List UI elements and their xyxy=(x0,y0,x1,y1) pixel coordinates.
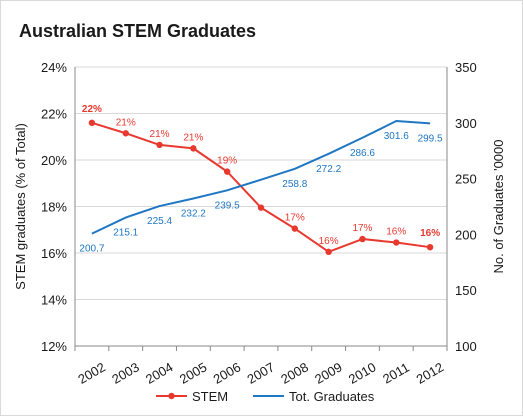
stem-data-point xyxy=(88,119,96,127)
x-tick-label: 2008 xyxy=(278,359,311,386)
y-left-tick-label: 22% xyxy=(41,107,67,122)
stem-data-point xyxy=(325,248,332,256)
total-data-label: 200.7 xyxy=(79,244,104,255)
legend-stem-label: STEM xyxy=(192,389,228,404)
x-tick-label: 2007 xyxy=(244,359,277,386)
x-tick-label: 2010 xyxy=(346,359,379,386)
stem-data-point xyxy=(359,235,366,243)
x-tick-label: 2009 xyxy=(312,359,345,386)
y-right-tick-label: 200 xyxy=(455,227,477,242)
legend-total-label: Tot. Graduates xyxy=(289,389,375,404)
y-right-tick-label: 100 xyxy=(455,339,477,354)
stem-data-label: 19% xyxy=(217,156,237,167)
total-data-label: 301.6 xyxy=(384,131,409,142)
stem-data-point xyxy=(122,130,129,137)
stem-data-point xyxy=(156,141,163,149)
x-tick-label: 2005 xyxy=(177,359,210,386)
stem-data-point xyxy=(393,239,400,246)
total-series-line xyxy=(91,120,431,235)
y-right-tick-label: 350 xyxy=(455,60,477,75)
total-data-label: 286.6 xyxy=(350,148,375,159)
y-left-axis-label: STEM graduates (% of Total) xyxy=(13,123,28,290)
stem-data-point xyxy=(291,225,299,232)
y-right-tick-label: 150 xyxy=(455,283,477,298)
y-left-tick-label: 24% xyxy=(41,60,67,75)
stem-data-label: 16% xyxy=(319,236,339,247)
stem-data-point xyxy=(257,204,265,211)
stem-data-label: 16% xyxy=(386,227,406,238)
total-data-label: 215.1 xyxy=(113,228,138,239)
stem-data-label: 17% xyxy=(352,223,372,234)
x-tick-label: 2002 xyxy=(75,359,108,386)
stem-data-label: 22% xyxy=(82,104,102,115)
total-data-label: 225.4 xyxy=(147,216,172,227)
y-left-tick-label: 12% xyxy=(41,339,67,354)
total-data-label: 239.5 xyxy=(215,200,240,211)
total-data-label: 299.5 xyxy=(418,133,443,144)
y-left-tick-label: 14% xyxy=(41,293,67,308)
stem-data-label: 17% xyxy=(285,213,305,224)
stem-data-point xyxy=(223,168,231,175)
total-data-label: 258.8 xyxy=(282,179,307,190)
x-tick-label: 2006 xyxy=(211,359,244,386)
stem-series-line xyxy=(91,121,431,253)
stem-data-label: 21% xyxy=(116,117,136,128)
legend-stem-marker xyxy=(168,392,175,400)
total-data-label: 272.2 xyxy=(316,164,341,175)
y-left-tick-label: 16% xyxy=(41,246,67,261)
y-right-tick-label: 300 xyxy=(455,116,477,131)
stem-data-label: 16% xyxy=(420,228,440,239)
stem-data-label: 21% xyxy=(183,132,203,143)
stem-data-point xyxy=(426,243,434,251)
chart-title: Australian STEM Graduates xyxy=(19,21,257,41)
data-labels: 22% 21% 21% 21% 19% 17% 16% 17% 16% 16% 200.7 215.1… xyxy=(79,104,443,255)
x-tick-label: 2003 xyxy=(109,359,142,386)
total-data-label: 232.2 xyxy=(181,208,206,219)
x-tick-label: 2011 xyxy=(380,360,412,387)
y-right-axis-label: No. of Graduates '0000 xyxy=(491,139,506,273)
y-left-tick-label: 18% xyxy=(41,200,67,215)
stem-data-point xyxy=(190,145,197,152)
y-left-tick-label: 20% xyxy=(41,153,67,168)
stem-data-label: 21% xyxy=(150,129,170,140)
y-right-tick-label: 250 xyxy=(455,172,477,187)
x-tick-label: 2012 xyxy=(414,359,447,386)
legend: STEM Tot. Graduates xyxy=(156,389,375,404)
x-tick-label: 2004 xyxy=(143,359,176,386)
series xyxy=(88,119,434,256)
